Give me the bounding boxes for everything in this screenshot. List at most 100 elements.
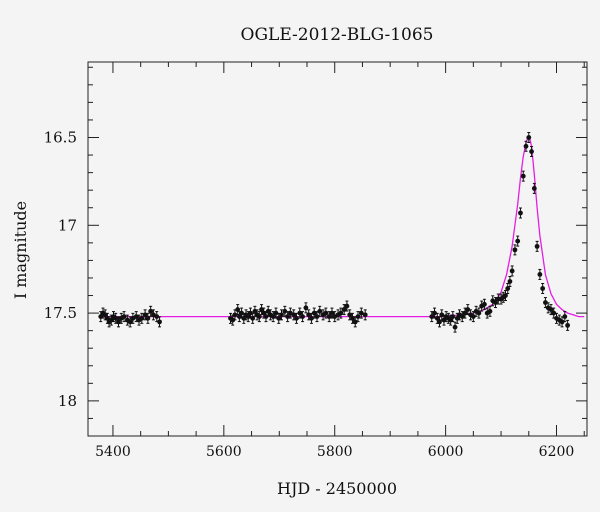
data-point bbox=[309, 312, 314, 324]
data-marker bbox=[512, 247, 518, 253]
data-marker bbox=[452, 324, 458, 330]
data-point bbox=[139, 312, 145, 324]
data-marker bbox=[487, 308, 493, 314]
data-point bbox=[432, 307, 437, 319]
data-marker bbox=[347, 312, 353, 318]
data-point bbox=[235, 304, 241, 316]
data-marker bbox=[145, 315, 151, 321]
data-marker bbox=[248, 310, 253, 316]
data-point bbox=[314, 311, 320, 323]
x-tick-label: 5800 bbox=[317, 444, 353, 460]
data-point bbox=[228, 312, 233, 324]
data-point bbox=[500, 291, 506, 303]
data-marker bbox=[350, 315, 355, 321]
data-marker bbox=[565, 322, 570, 328]
data-marker bbox=[462, 310, 468, 316]
data-point bbox=[276, 312, 282, 324]
data-marker bbox=[543, 300, 548, 305]
data-point bbox=[565, 319, 570, 331]
data-point bbox=[515, 235, 521, 247]
data-point bbox=[326, 311, 332, 323]
data-marker bbox=[263, 314, 269, 320]
data-point bbox=[482, 298, 487, 310]
model-curve bbox=[99, 136, 585, 318]
data-marker bbox=[352, 319, 358, 325]
data-point bbox=[303, 302, 309, 314]
data-point bbox=[562, 311, 568, 323]
x-tick-label: 5400 bbox=[95, 444, 131, 460]
data-point bbox=[148, 305, 154, 317]
data-point bbox=[306, 309, 312, 321]
x-tick-label: 6000 bbox=[428, 444, 464, 460]
data-marker bbox=[358, 310, 364, 316]
data-marker bbox=[362, 312, 368, 318]
data-point bbox=[130, 312, 136, 324]
data-marker bbox=[338, 310, 344, 316]
data-marker bbox=[505, 286, 511, 291]
data-marker bbox=[256, 314, 262, 320]
data-point bbox=[512, 244, 518, 256]
data-marker bbox=[326, 314, 332, 320]
data-marker bbox=[518, 210, 523, 216]
data-marker bbox=[551, 310, 557, 316]
data-point bbox=[452, 321, 458, 333]
data-point bbox=[323, 307, 329, 319]
data-marker bbox=[548, 307, 554, 312]
plot-frame bbox=[87, 61, 588, 437]
y-axis-label: I magnitude bbox=[11, 201, 30, 299]
data-marker bbox=[465, 307, 471, 312]
data-point bbox=[450, 311, 456, 323]
data-marker bbox=[113, 315, 119, 321]
axis-ticks bbox=[88, 62, 587, 437]
data-marker bbox=[509, 268, 515, 274]
axis-tick-labels: 5400 5600 5800 6000 6200 16.5 17 17.5 18 bbox=[44, 129, 575, 460]
data-marker bbox=[429, 314, 435, 320]
data-point bbox=[341, 304, 347, 316]
x-axis-label: HJD - 2450000 bbox=[277, 479, 397, 498]
data-point bbox=[487, 305, 493, 317]
data-marker bbox=[139, 315, 145, 321]
data-marker bbox=[154, 314, 160, 320]
data-marker bbox=[559, 319, 565, 325]
data-point bbox=[317, 305, 323, 317]
data-marker bbox=[306, 312, 312, 318]
data-marker bbox=[276, 315, 282, 321]
data-point bbox=[505, 283, 511, 295]
data-marker bbox=[341, 307, 347, 312]
data-point bbox=[145, 312, 151, 324]
data-point bbox=[263, 311, 269, 323]
data-marker bbox=[439, 312, 445, 318]
data-marker bbox=[133, 314, 139, 320]
data-marker bbox=[232, 312, 238, 318]
data-point bbox=[526, 132, 532, 144]
data-marker bbox=[323, 310, 329, 316]
data-point bbox=[133, 311, 139, 323]
data-point bbox=[559, 316, 565, 328]
data-marker bbox=[297, 310, 303, 316]
data-point bbox=[531, 182, 537, 194]
data-point bbox=[157, 316, 162, 328]
data-point bbox=[344, 300, 350, 312]
data-point bbox=[529, 146, 534, 158]
data-point bbox=[503, 290, 508, 302]
y-tick-label: 17 bbox=[58, 216, 77, 234]
data-marker bbox=[116, 319, 121, 325]
data-point bbox=[537, 268, 543, 280]
data-marker bbox=[476, 310, 482, 316]
data-point bbox=[534, 240, 540, 252]
y-tick-label: 17.5 bbox=[44, 304, 77, 322]
data-marker bbox=[127, 319, 133, 325]
data-marker bbox=[537, 272, 543, 277]
data-marker bbox=[520, 173, 526, 179]
data-marker bbox=[507, 279, 513, 284]
data-marker bbox=[285, 314, 290, 320]
data-point bbox=[523, 140, 529, 152]
data-marker bbox=[355, 314, 361, 320]
data-marker bbox=[311, 310, 317, 316]
x-tick-label: 6200 bbox=[539, 444, 575, 460]
data-marker bbox=[230, 317, 236, 323]
data-marker bbox=[459, 314, 465, 320]
data-marker bbox=[273, 310, 279, 316]
data-point bbox=[248, 307, 253, 319]
data-point bbox=[335, 309, 341, 321]
